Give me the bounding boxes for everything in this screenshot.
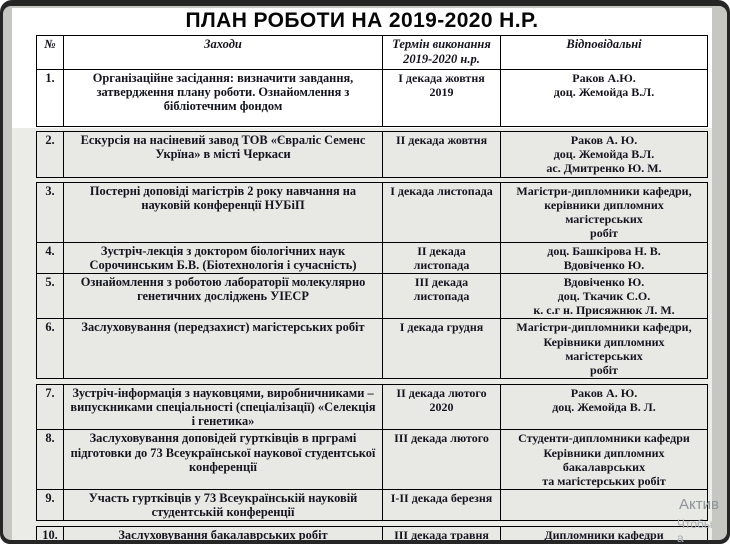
header-cell-resp: Відповідальні: [500, 35, 708, 70]
table-row-group: 3. Постерні доповіді магістрів 2 року нав…: [36, 182, 708, 243]
cell-act: Заслуховування доповідей гуртківців в пр…: [63, 429, 383, 491]
cell-act: Зустріч-лекція з доктором біологічних на…: [63, 241, 383, 274]
cell-term: ІІ декада жовтня: [382, 131, 501, 178]
cell-term: ІІІ декада листопада: [382, 272, 501, 320]
cell-act: Заслуховування (передзахист) магістерськ…: [63, 318, 383, 380]
table-row-group: 6. Заслуховування (передзахист) магістерс…: [36, 318, 708, 380]
cell-term: ІІ декада лютого 2020: [382, 384, 501, 431]
cell-act: Участь гуртківців у 73 Всеукраїнській на…: [63, 489, 383, 522]
cell-no: 1.: [36, 69, 64, 127]
cell-no: 9.: [36, 489, 64, 522]
cell-resp: Магістри-дипломники кафедри, керівники д…: [500, 182, 708, 243]
plan-table: № Заходи Термін виконання 2019-2020 н.р. Ві…: [36, 35, 708, 540]
cell-term: І-ІІ декада березня: [382, 489, 501, 522]
cell-term: ІІ декада листопада: [382, 241, 501, 274]
cell-resp: доц. Башкірова Н. В. Вдовіченко Ю.: [500, 241, 708, 274]
table-row-group: 5. Ознайомлення з роботою лабораторії мол…: [36, 272, 708, 320]
window-inner-border: ПЛАН РОБОТИ НА 2019-2020 Н.Р. № Заходи Тер…: [3, 6, 727, 540]
header-cell-act: Заходи: [63, 35, 383, 70]
table-row-group: 9. Участь гуртківців у 73 Всеукраїнській …: [36, 489, 708, 522]
table-row-group: 10. Заслуховування бакалаврських робіт ІІІ…: [36, 526, 708, 540]
cell-no: 3.: [36, 182, 64, 243]
table-row-group: 7. Зустріч-інформація з науковцями, вироб…: [36, 384, 708, 431]
table-row-group: 4. Зустріч-лекція з доктором біологічних …: [36, 241, 708, 274]
cell-term: ІІІ декада лютого: [382, 429, 501, 491]
cell-no: 2.: [36, 131, 64, 178]
page-title: ПЛАН РОБОТИ НА 2019-2020 Н.Р.: [185, 9, 539, 32]
cell-no: 10.: [36, 526, 64, 540]
cell-term: ІІІ декада травня: [382, 526, 501, 540]
cell-term: І декада грудня: [382, 318, 501, 380]
cell-term: І декада жовтня 2019: [382, 69, 501, 127]
cell-resp: Магістри-дипломники кафедри, Керівники д…: [500, 318, 708, 380]
header-cell-no: №: [36, 35, 64, 70]
cell-resp: Раков А.Ю. доц. Жемойда В.Л.: [500, 69, 708, 127]
cell-resp: Студенти-дипломники кафедри Керівники ди…: [500, 429, 708, 491]
cell-no: 5.: [36, 272, 64, 320]
cell-resp: Раков А. Ю. доц. Жемойда В. Л.: [500, 384, 708, 431]
cell-resp: Дипломники кафедри Керівники дипломних б…: [500, 526, 708, 540]
cell-no: 7.: [36, 384, 64, 431]
cell-resp: [500, 489, 708, 522]
cell-act: Ескурсія на насіневий завод ТОВ «Євраліс…: [63, 131, 383, 178]
cell-act: Постерні доповіді магістрів 2 року навча…: [63, 182, 383, 243]
cell-term: І декада листопада: [382, 182, 501, 243]
table-row-group: 8. Заслуховування доповідей гуртківців в …: [36, 429, 708, 491]
cell-no: 8.: [36, 429, 64, 491]
cell-act: Зустріч-інформація з науковцями, виробни…: [63, 384, 383, 431]
cell-act: Заслуховування бакалаврських робіт: [63, 526, 383, 540]
document-page: ПЛАН РОБОТИ НА 2019-2020 Н.Р. № Заходи Тер…: [12, 8, 712, 540]
header-cell-term: Термін виконання 2019-2020 н.р.: [382, 35, 501, 70]
cell-resp: Раков А. Ю. доц. Жемойда В.Л. ас. Дмитре…: [500, 131, 708, 178]
table-row-group: 2. Ескурсія на насіневий завод ТОВ «Єврал…: [36, 131, 708, 178]
cell-act: Організаційне засідання: визначити завда…: [63, 69, 383, 127]
cell-no: 4.: [36, 241, 64, 274]
cell-resp: Вдовіченко Ю. доц. Ткачик С.О. к. с.г н.…: [500, 272, 708, 320]
cell-act: Ознайомлення з роботою лабораторії молек…: [63, 272, 383, 320]
table-row-group: № Заходи Термін виконання 2019-2020 н.р. Ві…: [36, 35, 708, 127]
cell-no: 6.: [36, 318, 64, 380]
